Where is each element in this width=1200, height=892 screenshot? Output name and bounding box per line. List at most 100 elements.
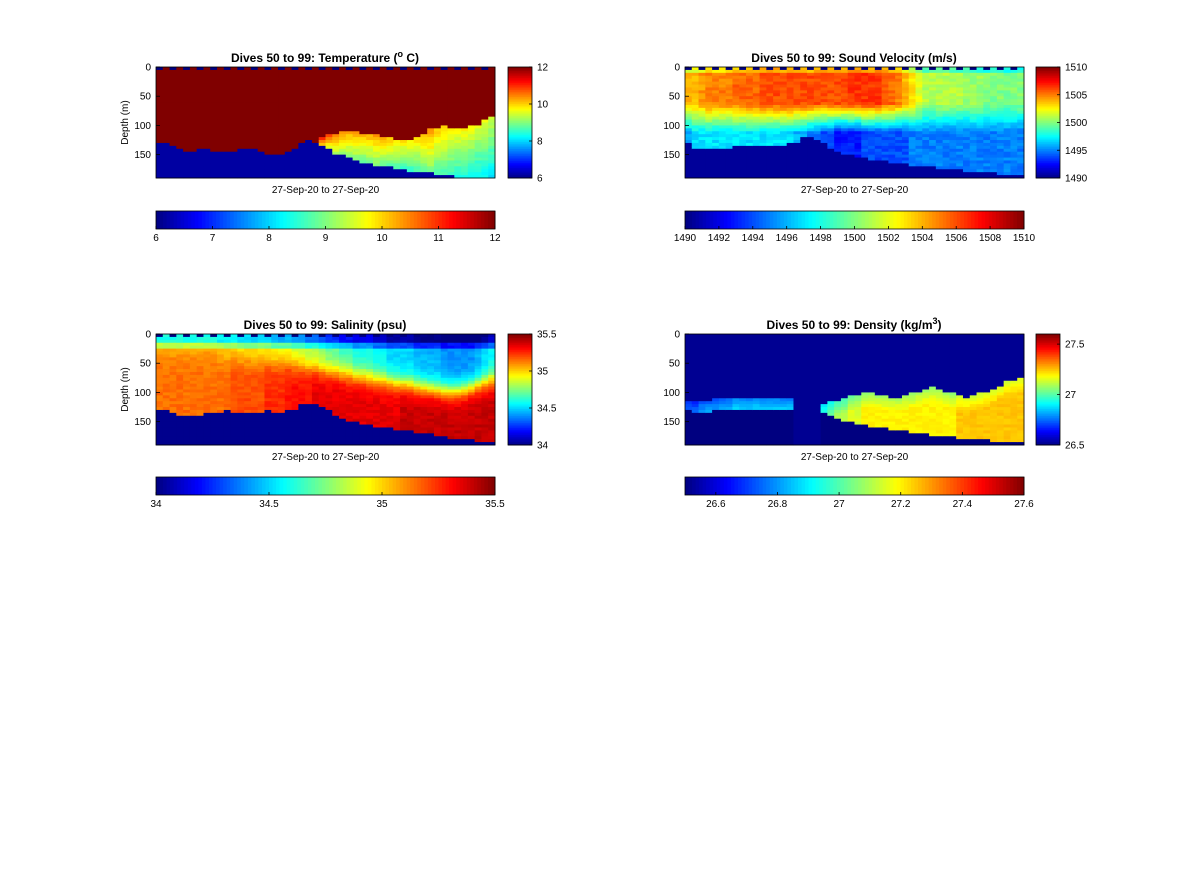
heatmap-cell <box>929 67 937 71</box>
heatmap-cell <box>901 69 910 74</box>
heatmap-cell <box>488 122 496 126</box>
heatmap-cell <box>813 104 821 109</box>
heatmap-cell <box>698 148 706 153</box>
heatmap-cell <box>217 163 225 167</box>
heatmap-cell <box>718 128 727 132</box>
heatmap-cell <box>813 134 821 138</box>
heatmap-cell <box>189 366 198 370</box>
heatmap-cell <box>881 96 889 100</box>
heatmap-cell <box>291 128 299 132</box>
heatmap-cell <box>807 154 815 158</box>
heatmap-cell <box>183 380 191 385</box>
heatmap-cell <box>942 137 950 141</box>
colorbar-segment <box>974 211 979 229</box>
heatmap-cell <box>888 78 896 82</box>
heatmap-cell <box>311 116 320 120</box>
heatmap-cell <box>786 102 794 106</box>
heatmap-cell <box>318 116 326 120</box>
heatmap-cell <box>773 104 781 109</box>
heatmap-cell <box>433 151 442 156</box>
heatmap-cell <box>284 334 292 338</box>
heatmap-cell <box>705 128 713 132</box>
heatmap-cell <box>454 90 462 94</box>
heatmap-cell <box>210 157 218 161</box>
heatmap-cell <box>962 81 971 85</box>
heatmap-cell <box>827 72 835 77</box>
heatmap-cell <box>156 369 164 373</box>
heatmap-cell <box>1017 125 1025 129</box>
heatmap-cell <box>752 175 760 179</box>
heatmap-cell <box>440 122 448 126</box>
heatmap-cell <box>183 134 191 138</box>
heatmap-cell <box>237 360 245 364</box>
heatmap-cell <box>800 157 808 161</box>
colorbar-segment <box>1036 172 1060 176</box>
heatmap-cell <box>915 93 923 97</box>
heatmap-cell <box>339 122 347 126</box>
heatmap-cell <box>332 148 340 153</box>
heatmap-cell <box>712 145 720 150</box>
colorbar-segment <box>304 211 309 229</box>
heatmap-cell <box>996 166 1005 170</box>
heatmap-cell <box>176 383 184 387</box>
heatmap-cell <box>366 160 374 164</box>
heatmap-cell <box>861 90 869 94</box>
heatmap-cell <box>169 398 177 402</box>
heatmap-cell <box>983 172 991 176</box>
colorbar-segment <box>508 98 532 101</box>
plot-frame <box>684 66 1025 179</box>
colorbar-segment <box>935 211 940 229</box>
heatmap-cell <box>847 72 855 77</box>
heatmap-cell <box>230 366 238 370</box>
heatmap-cell <box>779 102 788 106</box>
heatmap-cell <box>881 175 889 179</box>
heatmap-cell <box>820 154 828 158</box>
heatmap-cell <box>990 67 998 71</box>
heatmap-cell <box>800 81 808 85</box>
heatmap-cell <box>386 116 394 120</box>
heatmap-cell <box>203 374 211 379</box>
heatmap-cell <box>739 93 747 97</box>
heatmap-cell <box>488 163 496 167</box>
colorbar-segment <box>1036 127 1060 130</box>
heatmap-cell <box>467 160 476 164</box>
colorbar-segment <box>1036 145 1060 148</box>
heatmap-cell <box>1017 69 1025 74</box>
heatmap-cell <box>372 175 381 179</box>
heatmap-cell <box>298 75 306 80</box>
heatmap-cell <box>752 148 760 153</box>
heatmap-cell <box>915 128 923 132</box>
heatmap-cell <box>284 389 292 393</box>
heatmap-cell <box>176 160 184 164</box>
heatmap-cell <box>305 128 313 132</box>
heatmap-cell <box>901 93 910 97</box>
heatmap-cell <box>698 67 706 71</box>
heatmap-cell <box>935 116 944 120</box>
heatmap-cell <box>901 128 910 132</box>
colorbar-segment <box>1036 167 1060 170</box>
heatmap-cell <box>203 386 211 390</box>
heatmap-cell <box>413 125 421 129</box>
heatmap-cell <box>162 386 170 390</box>
heatmap-cell <box>969 131 977 135</box>
heatmap-cell <box>481 172 489 176</box>
colorbar-segment <box>685 211 690 229</box>
heatmap-cell <box>962 145 971 150</box>
heatmap-cell <box>379 87 387 91</box>
heatmap-cell <box>156 345 164 349</box>
heatmap-cell <box>217 401 225 405</box>
heatmap-cell <box>752 119 760 123</box>
heatmap-cell <box>189 407 198 411</box>
heatmap-cell <box>725 87 733 91</box>
heatmap-cell <box>874 140 883 144</box>
heatmap-cell <box>237 409 245 414</box>
heatmap-cell <box>773 72 781 77</box>
heatmap-cell <box>752 140 760 144</box>
heatmap-cell <box>284 128 292 132</box>
heatmap-cell <box>461 116 469 120</box>
heatmap-cell <box>874 131 883 135</box>
heatmap-cell <box>1017 75 1025 80</box>
heatmap-cell <box>990 102 998 106</box>
colorbar-segment <box>720 211 725 229</box>
heatmap-cell <box>732 125 740 129</box>
